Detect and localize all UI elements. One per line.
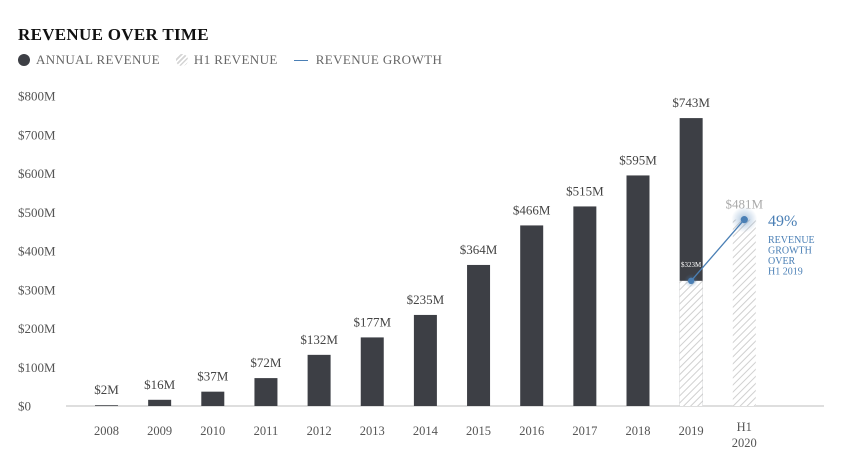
- data-label: $2M: [94, 382, 119, 397]
- data-label: $72M: [250, 355, 282, 370]
- data-label: $37M: [197, 369, 229, 384]
- annual-bar: [201, 391, 225, 406]
- growth-annotation-line: H1 2019: [768, 267, 803, 278]
- x-tick-label: 2008: [94, 424, 119, 438]
- annual-bar: [254, 378, 278, 406]
- growth-percent-label: 49%: [768, 213, 797, 230]
- annual-bar: [626, 175, 650, 406]
- h1-bar: [732, 219, 756, 406]
- x-tick-label: 2015: [466, 424, 491, 438]
- data-label: $364M: [460, 242, 498, 257]
- growth-line-swatch-icon: [293, 59, 308, 61]
- y-tick-label: $300M: [18, 282, 56, 297]
- y-tick-label: $700M: [18, 127, 56, 142]
- growth-annotation-line: OVER: [768, 256, 796, 267]
- y-tick-label: $800M: [18, 89, 56, 104]
- annual-bar: [573, 206, 597, 406]
- legend-label-growth: REVENUE GROWTH: [315, 52, 443, 67]
- data-label: $595M: [619, 152, 657, 167]
- annual-bar: [148, 399, 172, 406]
- x-tick-label: 2019: [679, 424, 704, 438]
- y-tick-label: $400M: [18, 244, 56, 259]
- h1-hatch-swatch-icon: [175, 54, 188, 66]
- growth-end-point: [740, 216, 748, 224]
- x-tick-label: H1: [737, 420, 752, 434]
- legend: ANNUAL REVENUE H1 REVENUE REVENUE GROWTH: [18, 52, 458, 68]
- x-tick-label: 2018: [626, 424, 651, 438]
- growth-annotation-line: GROWTH: [768, 246, 812, 257]
- data-label: $481M: [726, 197, 764, 212]
- x-tick-label: 2013: [360, 424, 385, 438]
- chart-title: REVENUE OVER TIME: [18, 25, 209, 44]
- h1-bar: [679, 280, 703, 406]
- x-tick-label: 2014: [413, 424, 439, 438]
- x-tick-label: 2020: [732, 436, 757, 450]
- x-tick-label: 2012: [307, 424, 332, 438]
- x-tick-label: 2016: [519, 424, 544, 438]
- growth-line: [690, 219, 745, 282]
- y-tick-label: $100M: [18, 360, 56, 375]
- legend-item-growth: REVENUE GROWTH: [293, 52, 443, 68]
- x-tick-label: 2011: [254, 424, 279, 438]
- annual-bar: [413, 314, 437, 406]
- data-label: $515M: [566, 183, 604, 198]
- growth-annotation-line: REVENUE: [768, 235, 815, 246]
- data-label: $177M: [353, 314, 391, 329]
- y-tick-label: $600M: [18, 166, 56, 181]
- y-tick-label: $200M: [18, 321, 56, 336]
- data-label: $235M: [407, 292, 445, 307]
- growth-start-point: [687, 277, 695, 285]
- x-tick-label: 2017: [572, 424, 597, 438]
- y-tick-label: $0: [18, 399, 31, 414]
- annual-bar: [360, 337, 384, 406]
- legend-label-annual: ANNUAL REVENUE: [36, 52, 160, 67]
- annual-bar: [307, 354, 331, 406]
- legend-label-h1: H1 REVENUE: [193, 52, 278, 67]
- annual-bar: [520, 225, 544, 406]
- annual-bar: [95, 405, 118, 406]
- legend-item-annual: ANNUAL REVENUE: [18, 52, 160, 68]
- h1-2019-label: $323M: [681, 261, 702, 269]
- legend-item-h1: H1 REVENUE: [175, 52, 278, 68]
- data-label: $16M: [144, 377, 176, 392]
- data-label: $466M: [513, 202, 551, 217]
- annual-bar: [467, 264, 491, 406]
- x-tick-label: 2009: [147, 424, 172, 438]
- x-tick-label: 2010: [200, 424, 225, 438]
- annual-swatch-icon: [18, 54, 30, 66]
- y-tick-label: $500M: [18, 205, 56, 220]
- data-label: $743M: [672, 95, 710, 110]
- data-label: $132M: [300, 332, 338, 347]
